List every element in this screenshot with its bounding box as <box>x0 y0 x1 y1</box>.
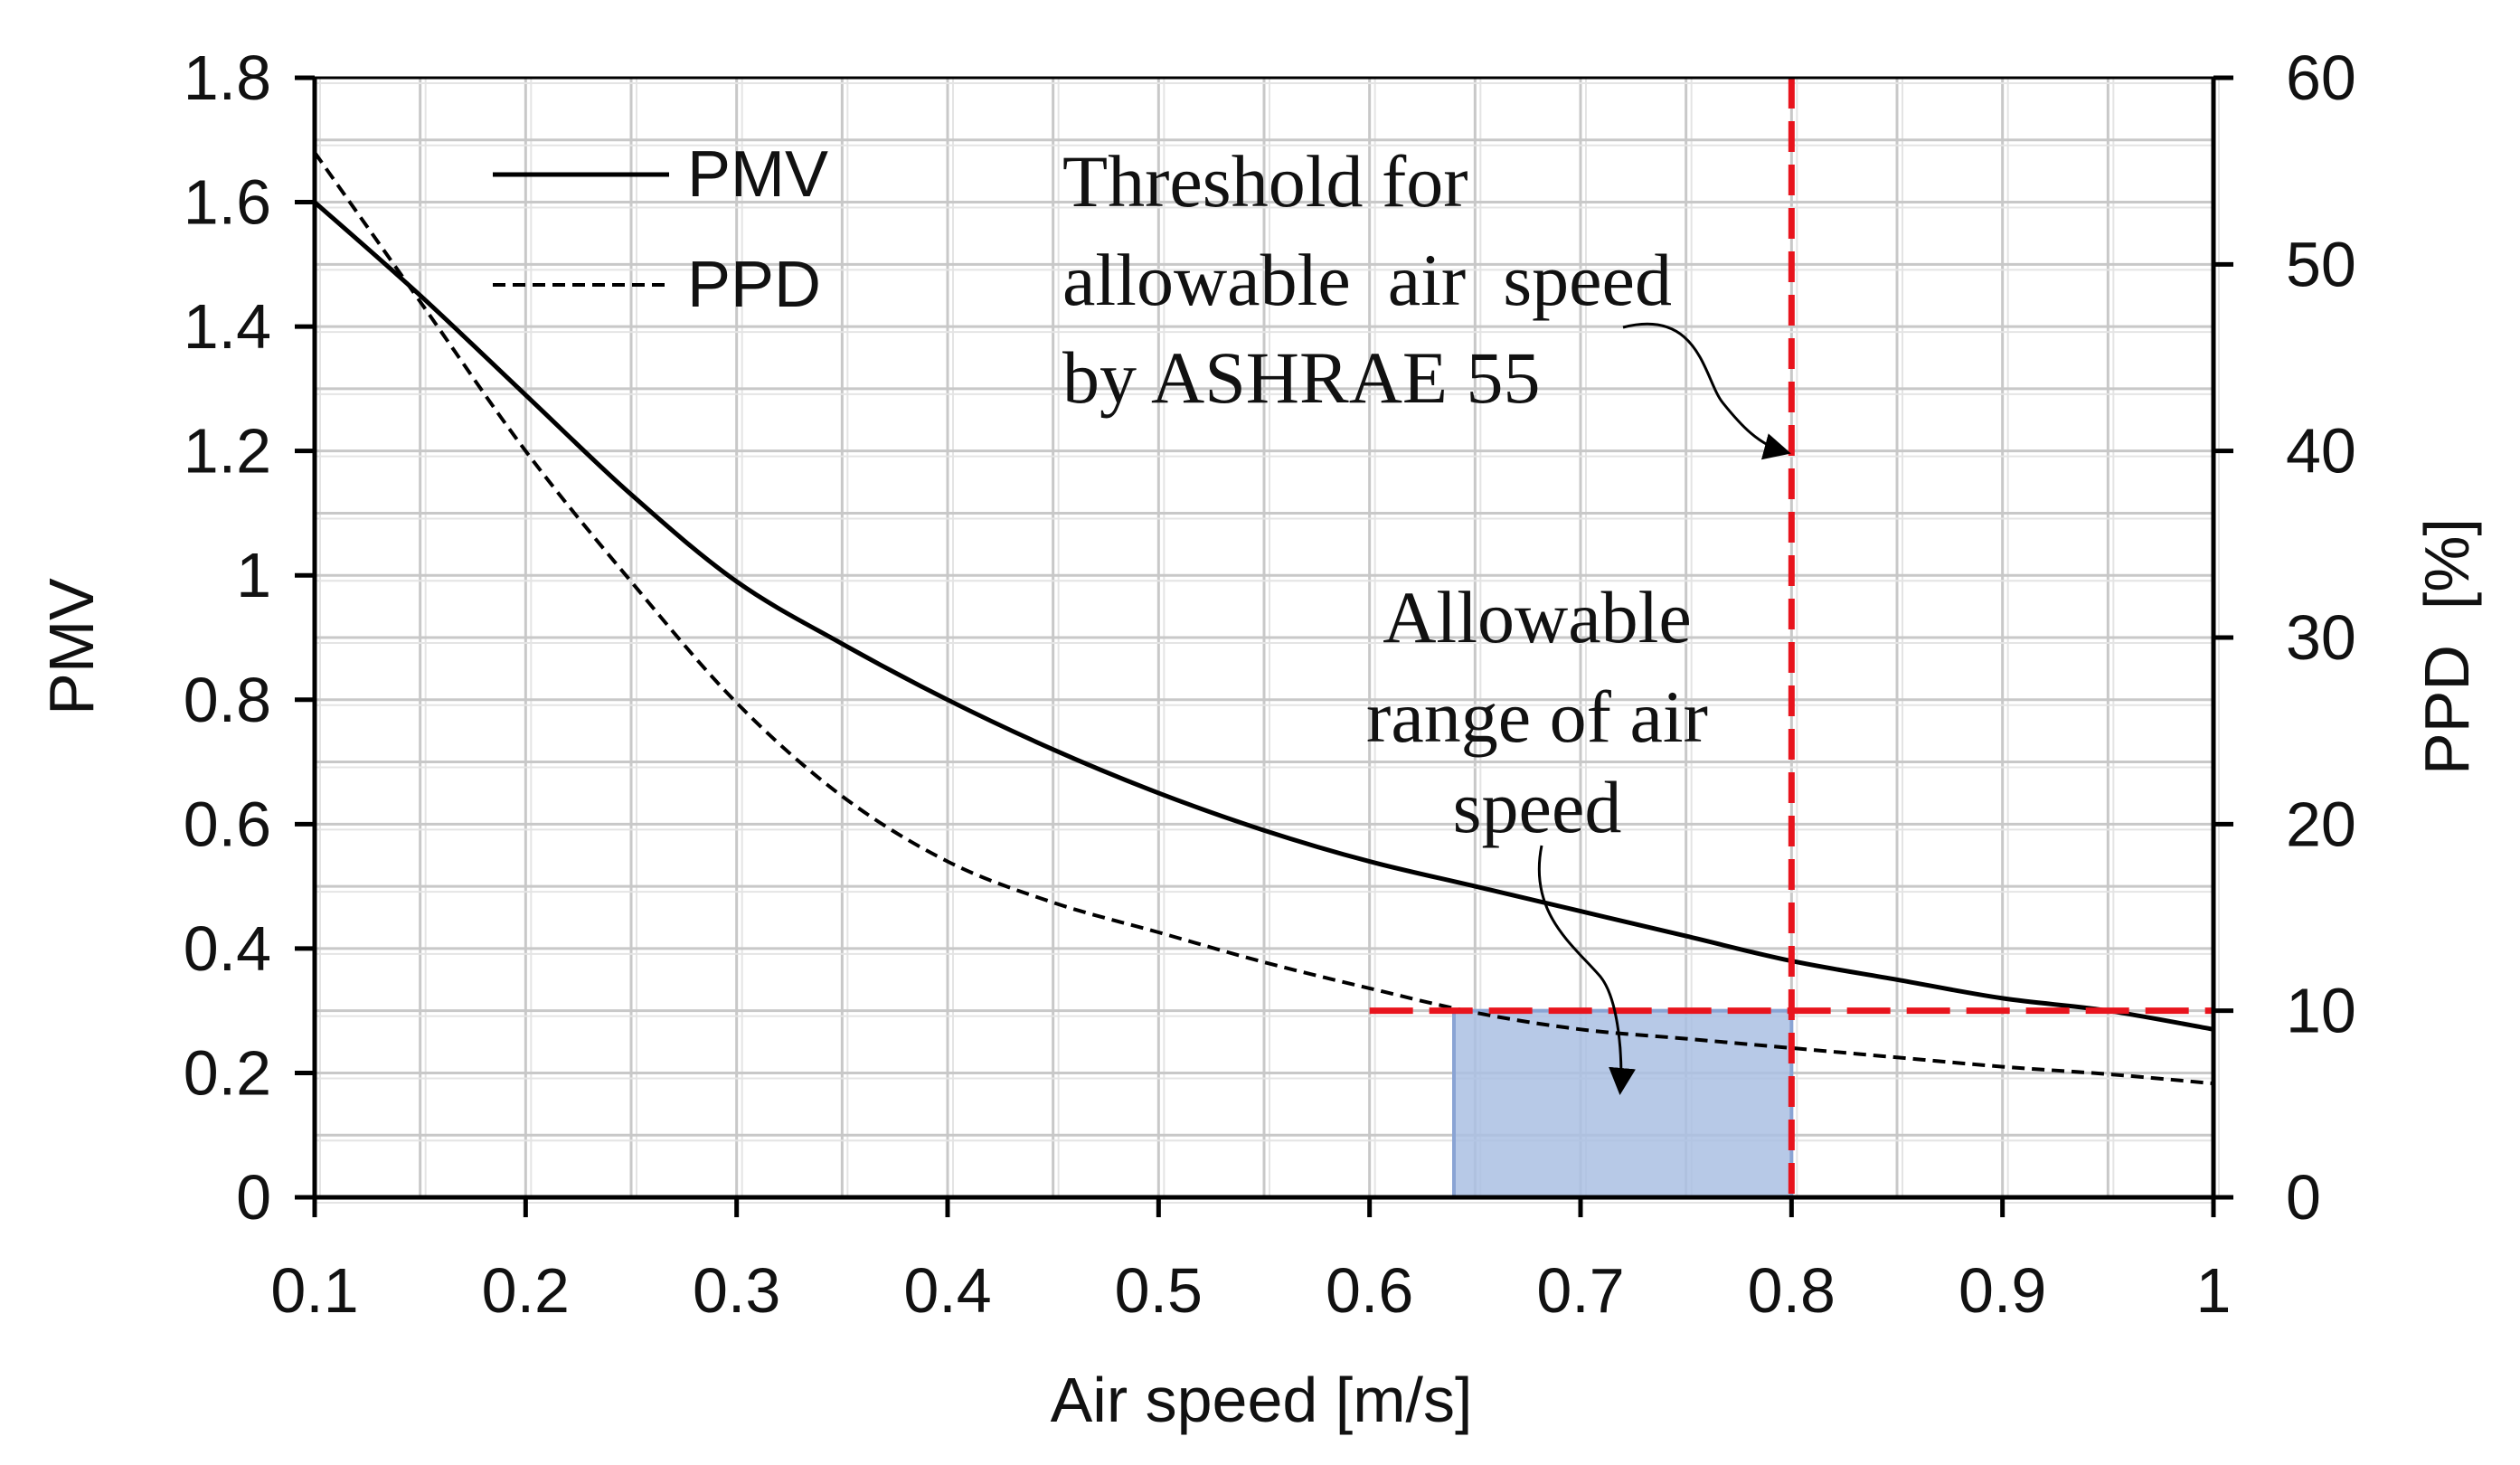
range-annotation-line-2: range of air <box>1366 676 1708 758</box>
y2-tick-label: 60 <box>2286 43 2356 113</box>
threshold-annotation-line-3: by ASHRAE 55 <box>1062 336 1541 419</box>
series-line-pmv <box>313 200 2214 1032</box>
threshold-annotation-line-2: allowable air speed <box>1062 239 1672 321</box>
legend-ppd-label: PPD <box>687 249 821 321</box>
series-line-ppd <box>313 151 2214 1086</box>
range-annotation-line-1: Allowable <box>1383 576 1692 658</box>
range-annotation-line-3: speed <box>1453 766 1622 848</box>
y-tick-label: 1.4 <box>184 291 271 362</box>
legend-pmv-label: PMV <box>687 138 828 211</box>
x-tick-label: 1 <box>2196 1255 2232 1326</box>
y-tick-label: 1.8 <box>184 43 271 113</box>
x-tick-label: 0.1 <box>270 1255 358 1326</box>
threshold-layer <box>1369 78 2213 1197</box>
y2-axis-label: PPD [%] <box>2411 518 2482 775</box>
x-tick-label: 0.3 <box>693 1255 780 1326</box>
annotations: Threshold for allowable air speed by ASH… <box>1062 140 1791 1095</box>
y-tick-label: 1.6 <box>184 167 271 238</box>
allowable-range-rect <box>1452 1008 1794 1199</box>
y-tick-label: 0 <box>236 1162 271 1233</box>
y-axis-label: PMV <box>36 578 107 715</box>
x-tick-label: 0.8 <box>1748 1255 1836 1326</box>
x-tick-label: 0.2 <box>482 1255 570 1326</box>
y-tick-label: 0.8 <box>184 665 271 735</box>
y2-tick-label: 20 <box>2286 789 2356 859</box>
range-annotation-arrow <box>1537 845 1636 1095</box>
x-tick-label: 0.6 <box>1326 1255 1413 1326</box>
axes: 0 0.2 0.4 0.6 0.8 1 1.2 1.4 1.6 1.8 0 10 20 30 40 50 60 0… <box>184 43 2356 1326</box>
x-tick-label: 0.7 <box>1536 1255 1624 1326</box>
y2-tick-label: 0 <box>2286 1162 2321 1233</box>
y-tick-label: 0.6 <box>184 789 271 859</box>
y2-tick-label: 40 <box>2286 416 2356 487</box>
y-tick-label: 0.4 <box>184 913 271 984</box>
y2-tick-label: 10 <box>2286 976 2356 1046</box>
allowable-range-layer <box>1452 1008 1794 1199</box>
y2-tick-label: 50 <box>2286 229 2356 299</box>
threshold-annotation-arrow <box>1622 322 1791 460</box>
threshold-annotation-line-1: Threshold for <box>1062 140 1468 222</box>
y-tick-label: 1 <box>236 540 271 610</box>
legend: PMV PPD <box>493 138 828 321</box>
y-tick-label: 1.2 <box>184 416 271 487</box>
x-tick-label: 0.5 <box>1115 1255 1203 1326</box>
y2-tick-label: 30 <box>2286 602 2356 673</box>
x-tick-label: 0.9 <box>1958 1255 2046 1326</box>
x-axis-label: Air speed [m/s] <box>1051 1365 1473 1435</box>
series-layer <box>313 151 2214 1086</box>
y-tick-label: 0.2 <box>184 1037 271 1108</box>
x-tick-label: 0.4 <box>903 1255 991 1326</box>
